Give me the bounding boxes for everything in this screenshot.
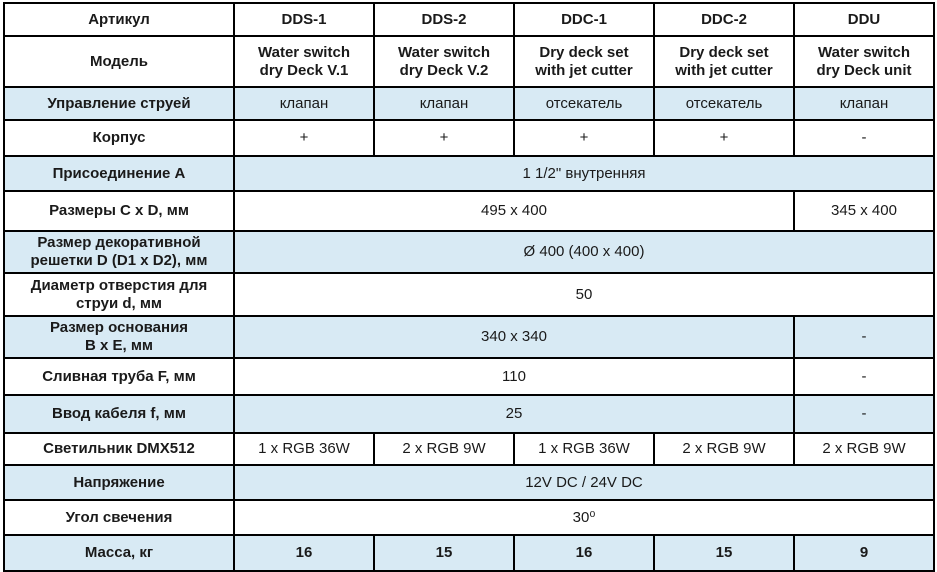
header-row: Артикул DDS-1 DDS-2 DDC-1 DDC-2 DDU [3, 2, 935, 37]
value-cell: 30⁰ [233, 499, 935, 536]
value-cell: + [513, 119, 655, 157]
table-row: Сливная труба F, мм 110- [3, 357, 935, 396]
row-label: Светильник DMX512 [3, 432, 235, 466]
value-cell: 15 [373, 534, 515, 572]
table-row: Угол свечения 30⁰ [3, 499, 935, 536]
value-cell: 9 [793, 534, 935, 572]
value-cell: Dry deck set with jet cutter [513, 35, 655, 88]
value-cell: Ø 400 (400 x 400) [233, 230, 935, 274]
value-cell: клапан [793, 86, 935, 121]
column-header-ddc-2: DDC-2 [653, 2, 795, 37]
column-header-dds-2: DDS-2 [373, 2, 515, 37]
row-label: Размер основания B x E, мм [3, 315, 235, 359]
table-row: Управление струей клапан клапан отсекатель о… [3, 86, 935, 121]
table-row: Размер основания B x E, мм 340 x 340- [3, 315, 935, 359]
value-cell: отсекатель [513, 86, 655, 121]
row-label: Присоединение A [3, 155, 235, 192]
value-cell: 2 x RGB 9W [373, 432, 515, 466]
value-cell: 12V DC / 24V DC [233, 464, 935, 501]
row-label: Ввод кабеля f, мм [3, 394, 235, 434]
row-label: Напряжение [3, 464, 235, 501]
value-cell: - [793, 394, 935, 434]
row-label: Размер декоративной решетки D (D1 x D2),… [3, 230, 235, 274]
table-row: Ввод кабеля f, мм 25- [3, 394, 935, 434]
row-label: Размеры C x D, мм [3, 190, 235, 232]
value-cell: Water switch dry Deck unit [793, 35, 935, 88]
table-row: Корпус + + + + - [3, 119, 935, 157]
column-header-dds-1: DDS-1 [233, 2, 375, 37]
value-cell: 16 [513, 534, 655, 572]
value-cell: клапан [373, 86, 515, 121]
row-label: Угол свечения [3, 499, 235, 536]
value-cell: 25 [233, 394, 795, 434]
value-cell: 2 x RGB 9W [793, 432, 935, 466]
table-row: Масса, кг 16 15 16 15 9 [3, 534, 935, 572]
row-label: Масса, кг [3, 534, 235, 572]
row-label: Диаметр отверстия для струи d, мм [3, 272, 235, 317]
spec-table-head: Артикул DDS-1 DDS-2 DDC-1 DDC-2 DDU [3, 2, 935, 37]
table-row: Напряжение 12V DC / 24V DC [3, 464, 935, 501]
value-cell: 2 x RGB 9W [653, 432, 795, 466]
value-cell: 1 x RGB 36W [513, 432, 655, 466]
header-label-cell: Артикул [3, 2, 235, 37]
value-cell: 16 [233, 534, 375, 572]
value-cell: 1 1/2" внутренняя [233, 155, 935, 192]
spec-table: Артикул DDS-1 DDS-2 DDC-1 DDC-2 DDU Модель Wat… [3, 2, 935, 572]
value-cell: + [653, 119, 795, 157]
table-row: Размер декоративной решетки D (D1 x D2),… [3, 230, 935, 274]
value-cell: 340 x 340 [233, 315, 795, 359]
value-cell: - [793, 119, 935, 157]
value-cell: + [233, 119, 375, 157]
row-label: Корпус [3, 119, 235, 157]
value-cell: клапан [233, 86, 375, 121]
value-cell: 495 x 400 [233, 190, 795, 232]
value-cell: Water switch dry Deck V.2 [373, 35, 515, 88]
table-row: Светильник DMX512 1 x RGB 36W 2 x RGB 9W 1 … [3, 432, 935, 466]
column-header-ddc-1: DDC-1 [513, 2, 655, 37]
value-cell: Dry deck set with jet cutter [653, 35, 795, 88]
table-row: Модель Water switch dry Deck V.1 Water swi… [3, 35, 935, 88]
value-cell: Water switch dry Deck V.1 [233, 35, 375, 88]
value-cell: 345 x 400 [793, 190, 935, 232]
value-cell: 110 [233, 357, 795, 396]
spec-table-body: Модель Water switch dry Deck V.1 Water swi… [3, 35, 935, 572]
value-cell: 1 x RGB 36W [233, 432, 375, 466]
table-row: Диаметр отверстия для струи d, мм 50 [3, 272, 935, 317]
column-header-ddu: DDU [793, 2, 935, 37]
value-cell: 15 [653, 534, 795, 572]
value-cell: - [793, 357, 935, 396]
value-cell: отсекатель [653, 86, 795, 121]
row-label: Управление струей [3, 86, 235, 121]
value-cell: + [373, 119, 515, 157]
row-label: Сливная труба F, мм [3, 357, 235, 396]
row-label: Модель [3, 35, 235, 88]
value-cell: - [793, 315, 935, 359]
value-cell: 50 [233, 272, 935, 317]
table-row: Размеры C x D, мм 495 x 400 345 x 400 [3, 190, 935, 232]
